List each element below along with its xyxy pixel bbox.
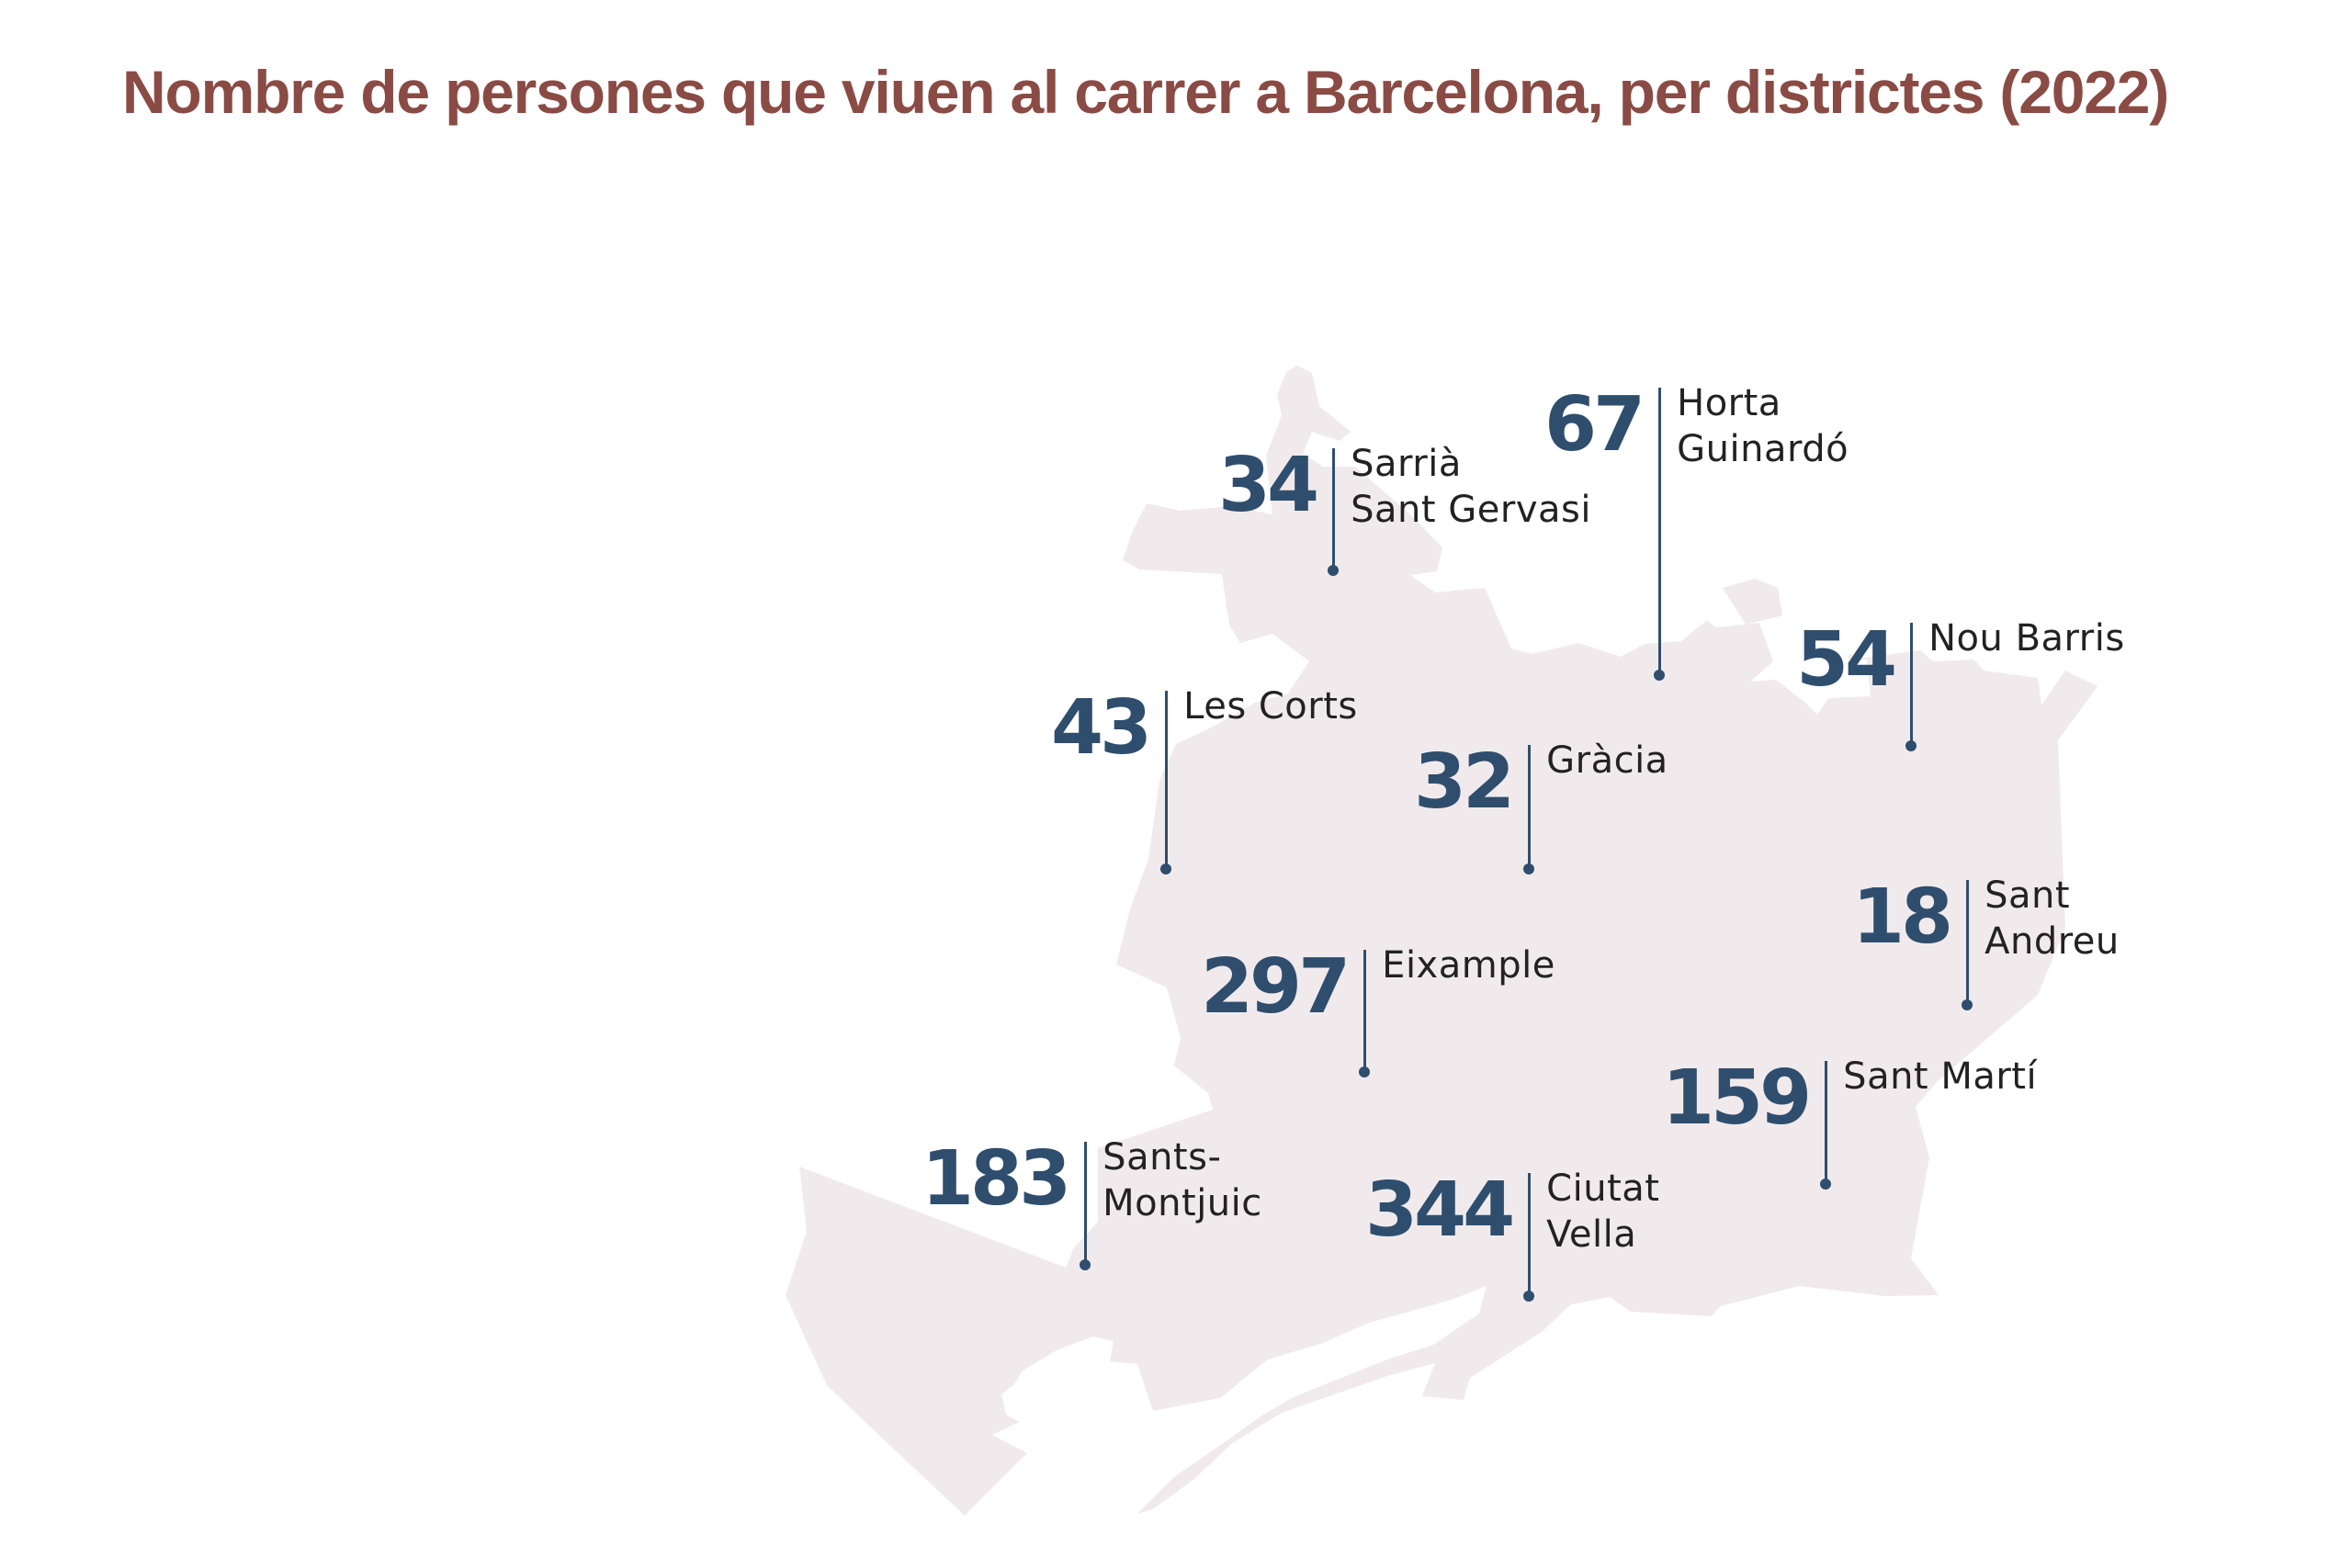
district-name-line: Montjuic — [1102, 1182, 1262, 1224]
district-name: Sant Martí — [1843, 1054, 2037, 1100]
district-name-line: Horta — [1677, 382, 1781, 424]
district-name-line: Les Corts — [1183, 685, 1358, 728]
leader-line — [1160, 691, 1172, 874]
leader-line — [1820, 1061, 1832, 1190]
district-value: 18 — [1852, 874, 1953, 961]
location-dot — [1905, 740, 1917, 751]
district-name-line: Guinardó — [1677, 428, 1849, 470]
district-name: Ciutat Vella — [1546, 1166, 1659, 1258]
leader-line — [1080, 1142, 1091, 1270]
district-name-line: Nou Barris — [1928, 617, 2125, 660]
district-value: 183 — [922, 1135, 1071, 1223]
district-les-corts: 43 Les Corts — [1051, 684, 1358, 874]
location-dot — [1160, 863, 1172, 874]
district-ciutat-vella: 344 Ciutat Vella — [1365, 1167, 1659, 1302]
location-dot — [1328, 565, 1340, 576]
location-dot — [1080, 1259, 1091, 1270]
district-name: Sant Andreu — [1984, 873, 2120, 964]
district-name: Sarrià Sant Gervasi — [1351, 441, 1591, 533]
district-value: 34 — [1218, 442, 1319, 529]
leader-line — [1523, 745, 1535, 874]
leader-line — [1962, 880, 1973, 1010]
district-sarria: 34 Sarrià Sant Gervasi — [1218, 442, 1591, 576]
district-eixample: 297 Eixample — [1201, 943, 1555, 1077]
barcelona-silhouette-east — [1723, 579, 1782, 625]
district-name-line: Sants- — [1102, 1136, 1222, 1179]
district-name-line: Sarrià — [1351, 443, 1462, 485]
district-name: Les Corts — [1183, 683, 1358, 729]
district-name-line: Vella — [1546, 1213, 1637, 1256]
district-sant-marti: 159 Sant Martí — [1662, 1055, 2037, 1190]
district-name-line: Andreu — [1984, 920, 2120, 963]
location-dot — [1654, 670, 1666, 681]
district-name-line: Gràcia — [1546, 739, 1668, 782]
district-value: 297 — [1201, 943, 1351, 1031]
district-sants: 183 Sants- Montjuic — [922, 1135, 1262, 1270]
district-value: 159 — [1662, 1055, 1812, 1142]
location-dot — [1359, 1066, 1371, 1077]
district-value: 54 — [1796, 616, 1897, 704]
map-title: Nombre de persones que viuen al carrer a… — [122, 58, 2169, 126]
district-name-line: Eixample — [1382, 944, 1555, 987]
district-nou-barris: 54 Nou Barris — [1796, 616, 2125, 751]
location-dot — [1820, 1179, 1832, 1190]
district-name-line: Sant Martí — [1843, 1055, 2038, 1098]
district-name: Sants- Montjuic — [1102, 1134, 1262, 1226]
district-name: Gràcia — [1546, 738, 1668, 784]
district-horta: 67 Horta Guinardó — [1544, 381, 1849, 681]
district-value: 344 — [1365, 1167, 1515, 1254]
district-name-line: Ciutat — [1546, 1168, 1660, 1210]
district-name-line: Sant Gervasi — [1351, 489, 1591, 531]
district-sant-andreu: 18 Sant Andreu — [1852, 874, 2120, 1010]
location-dot — [1523, 1291, 1535, 1302]
district-name: Nou Barris — [1928, 615, 2125, 661]
leader-line — [1654, 388, 1666, 681]
location-dot — [1962, 999, 1973, 1010]
location-dot — [1523, 863, 1535, 874]
district-value: 67 — [1544, 381, 1645, 468]
district-value: 32 — [1414, 739, 1515, 826]
leader-line — [1359, 950, 1371, 1077]
district-gracia: 32 Gràcia — [1414, 739, 1668, 874]
district-name: Eixample — [1382, 942, 1555, 988]
district-value: 43 — [1051, 684, 1152, 772]
leader-line — [1328, 448, 1340, 576]
district-name: Horta Guinardó — [1677, 380, 1849, 472]
leader-line — [1523, 1173, 1535, 1302]
barcelona-silhouette — [786, 366, 2098, 1516]
leader-line — [1905, 623, 1917, 751]
district-name-line: Sant — [1984, 874, 2071, 917]
